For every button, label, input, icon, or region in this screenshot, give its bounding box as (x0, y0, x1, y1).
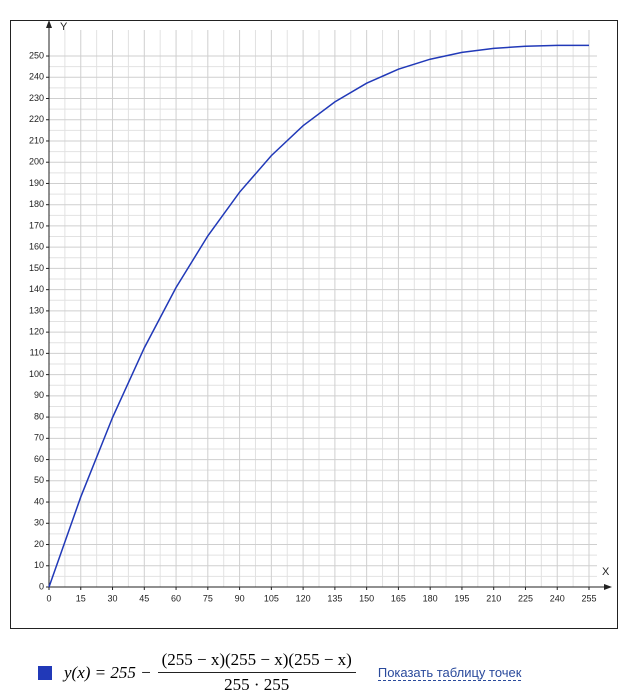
y-tick-label: 230 (29, 93, 44, 103)
y-tick-label: 60 (34, 454, 44, 464)
x-tick-label: 60 (171, 593, 181, 603)
y-tick-label: 20 (34, 539, 44, 549)
y-tick-label: 220 (29, 114, 44, 124)
x-tick-label: 180 (423, 593, 438, 603)
y-tick-label: 190 (29, 178, 44, 188)
y-tick-label: 170 (29, 220, 44, 230)
x-axis-arrow (604, 584, 612, 590)
x-tick-label: 0 (46, 593, 51, 603)
y-tick-label: 250 (29, 50, 44, 60)
y-tick-label: 160 (29, 242, 44, 252)
y-tick-label: 0 (39, 581, 44, 591)
x-tick-label: 120 (296, 593, 311, 603)
x-tick-label: 90 (235, 593, 245, 603)
x-tick-label: 240 (550, 593, 565, 603)
x-tick-label: 135 (327, 593, 342, 603)
x-tick-label: 15 (76, 593, 86, 603)
y-tick-label: 110 (30, 348, 44, 358)
y-axis-arrow (46, 20, 52, 28)
x-axis-label: X (602, 566, 610, 578)
formula-lhs: y(x) = 255 − (64, 662, 152, 682)
y-tick-label: 30 (34, 518, 44, 528)
y-tick-label: 70 (34, 433, 44, 443)
y-tick-label: 10 (34, 560, 44, 570)
y-tick-label: 200 (29, 157, 44, 167)
chart: Y X 0 15 30 45 60 75 90 105 120 135 150 165 180 195 21… (29, 20, 612, 603)
x-tick-label: 210 (486, 593, 501, 603)
show-table-link[interactable]: Показать таблицу точек (377, 664, 522, 681)
formula-denominator: 255 · 255 (224, 675, 290, 694)
x-tick-label: 150 (359, 593, 374, 603)
y-tick-label: 140 (29, 284, 44, 294)
y-tick-label: 50 (34, 475, 44, 485)
x-tick-label: 30 (108, 593, 118, 603)
x-tick-label: 75 (203, 593, 213, 603)
y-tick-label: 180 (29, 199, 44, 209)
y-tick-label: 100 (29, 369, 44, 379)
legend-swatch (38, 665, 52, 680)
formula-numerator: (255 − x)(255 − x)(255 − x) (157, 650, 356, 673)
x-tick-label: 225 (518, 593, 533, 603)
y-tick-label: 210 (29, 135, 44, 145)
y-tick-label: 120 (29, 327, 44, 337)
x-tick-label: 195 (454, 593, 469, 603)
curve (48, 44, 589, 588)
y-axis-label: Y (60, 21, 68, 33)
x-tick-label: 165 (391, 593, 406, 603)
y-tick-label: 90 (34, 390, 44, 400)
x-tick-label: 45 (139, 593, 149, 603)
y-tick-label: 80 (34, 411, 44, 421)
chart-frame (10, 20, 618, 629)
y-tick-label: 130 (29, 305, 44, 315)
formula-fraction: (255 − x)(255 − x)(255 − x) 255 · 255 (157, 650, 356, 695)
y-tick-label: 40 (34, 496, 44, 506)
x-tick-label: 105 (264, 593, 279, 603)
x-tick-label: 255 (581, 593, 596, 603)
y-tick-label: 150 (29, 263, 44, 273)
y-tick-label: 240 (29, 72, 44, 82)
legend: y(x) = 255 − (255 − x)(255 − x)(255 − x)… (38, 650, 522, 695)
